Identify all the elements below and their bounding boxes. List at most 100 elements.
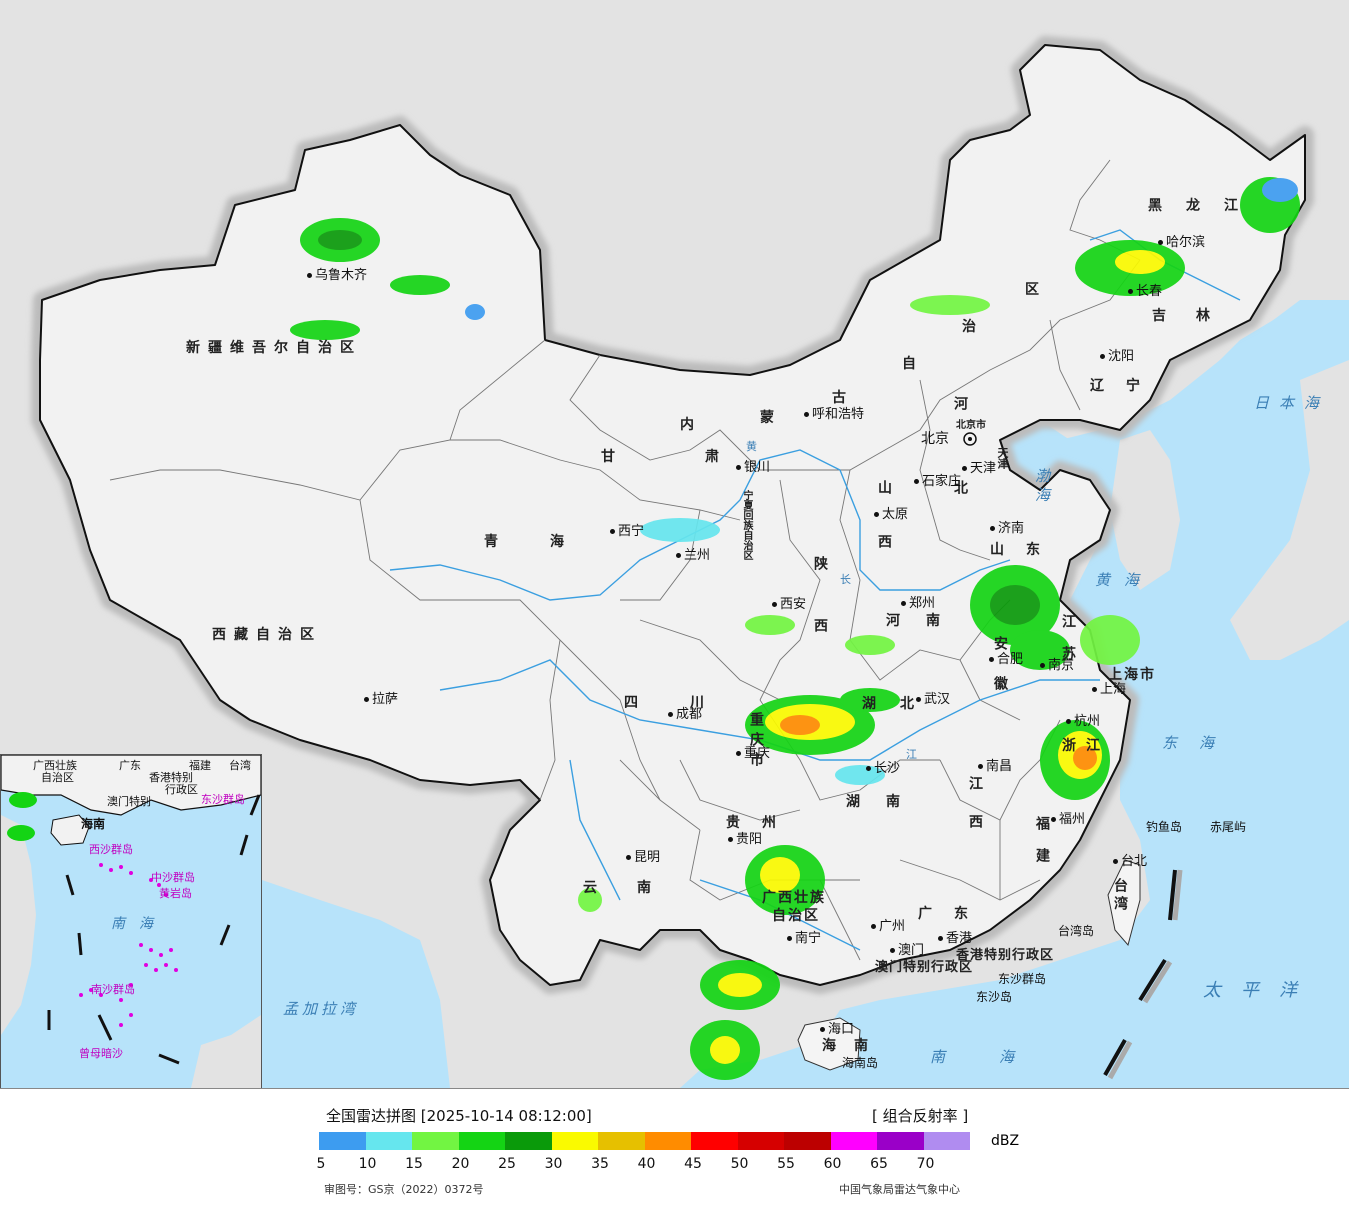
inset-guangdong: 广东 xyxy=(119,759,141,772)
legend-tick: 50 xyxy=(730,1156,749,1172)
legend-tick: 55 xyxy=(777,1156,795,1172)
inset-taiwan: 台湾 xyxy=(229,759,251,772)
sea-label-huanghai: 黄海 xyxy=(1095,571,1154,589)
province-taiwan: 台湾 xyxy=(1112,878,1128,914)
sea-label-japan: 日本海 xyxy=(1254,394,1330,412)
province-gansu: 甘肃 xyxy=(601,449,809,465)
province-neimenggu-6: 区 xyxy=(1025,282,1047,298)
korea-land xyxy=(1110,430,1180,590)
city-nanjing: 南京 xyxy=(1040,659,1074,673)
legend-swatch xyxy=(458,1132,505,1150)
capital-marker xyxy=(963,432,977,446)
province-liaoning: 辽宁 xyxy=(1090,378,1162,394)
city-shanghai: 上海 xyxy=(1092,683,1126,697)
province-qinghai: 青海 xyxy=(484,534,616,550)
island-dongsha-qundao: 东沙群岛 xyxy=(998,972,1047,986)
legend-approval: 审图号：GS京（2022）0372号 xyxy=(324,1183,484,1196)
city-xining: 西宁 xyxy=(610,525,644,539)
city-shijiazhuang: 石家庄 xyxy=(914,475,961,489)
sea-label-pacific: 太平洋 xyxy=(1203,980,1317,1001)
south-china-sea-inset: 广西壮族 自治区 广东 福建 台湾 香港特别 行政区 澳门特别 东沙群岛 海南 … xyxy=(0,754,262,1088)
province-jiangxi: 江西 xyxy=(967,776,983,852)
city-nanchang: 南昌 xyxy=(978,760,1012,774)
city-changchun: 长春 xyxy=(1128,285,1162,299)
province-shanxi: 山西 xyxy=(876,480,892,588)
inset-xisha: 西沙群岛 xyxy=(89,843,133,856)
province-yunnan: 云南 xyxy=(583,880,691,896)
legend-swatch xyxy=(784,1132,831,1150)
radar-map[interactable]: 新疆维吾尔自治区 西藏自治区 青海 甘肃 四川 云南 贵州 广西壮族 自治区 广… xyxy=(0,0,1349,1088)
city-nanning: 南宁 xyxy=(787,932,821,946)
province-guangxi: 广西壮族 xyxy=(762,890,826,906)
city-yinchuan: 银川 xyxy=(736,461,770,475)
city-xian: 西安 xyxy=(772,598,806,612)
sea-label-donghai: 东海 xyxy=(1162,734,1237,752)
city-haikou: 海口 xyxy=(820,1023,854,1037)
inset-nansha: 南沙群岛 xyxy=(91,983,135,996)
city-beijing: 北京 xyxy=(921,431,949,447)
province-xinjiang: 新疆维吾尔自治区 xyxy=(186,340,362,356)
province-neimenggu-5: 治 xyxy=(962,319,984,335)
inset-huangyan: 黄岩岛 xyxy=(159,887,192,900)
province-ningxia: 宁夏回族自治区 xyxy=(741,490,752,560)
province-hubei: 湖北 xyxy=(862,696,938,712)
inset-zengmu: 曾母暗沙 xyxy=(79,1047,123,1060)
city-taipei: 台北 xyxy=(1113,855,1147,869)
city-shenyang: 沈阳 xyxy=(1100,350,1134,364)
province-anhui: 安徽 xyxy=(992,636,1008,716)
inset-hongkong-2: 行政区 xyxy=(165,783,198,796)
legend-tick: 25 xyxy=(498,1156,516,1172)
province-shandong: 山东 xyxy=(990,542,1062,558)
city-lhasa: 拉萨 xyxy=(364,693,398,707)
city-fuzhou: 福州 xyxy=(1051,813,1085,827)
legend-tick: 5 xyxy=(316,1156,326,1172)
city-hohhot: 呼和浩特 xyxy=(804,408,864,422)
city-zhengzhou: 郑州 xyxy=(901,597,935,611)
province-chongqing: 重庆市 xyxy=(748,712,764,772)
legend-swatch xyxy=(923,1132,970,1150)
legend-swatch xyxy=(505,1132,552,1150)
province-hainan: 海南 xyxy=(822,1038,886,1054)
inset-hongkong: 香港特别 xyxy=(149,771,193,784)
city-hefei: 合肥 xyxy=(989,653,1023,667)
legend-swatch xyxy=(877,1132,924,1150)
legend-swatch xyxy=(737,1132,784,1150)
province-neimenggu-2: 蒙 xyxy=(760,410,782,426)
radar-echoes xyxy=(290,177,1300,1080)
province-macau: 澳门特别行政区 xyxy=(875,960,974,975)
inset-dongsha: 东沙群岛 xyxy=(201,793,245,806)
legend-title: 全国雷达拼图 [2025-10-14 08:12:00] xyxy=(326,1107,592,1125)
legend-swatch xyxy=(830,1132,877,1150)
legend-tick: 45 xyxy=(684,1156,702,1172)
legend-tick: 65 xyxy=(870,1156,888,1172)
island-taiwan: 台湾岛 xyxy=(1058,924,1095,938)
province-henan: 河南 xyxy=(886,613,966,629)
city-urumqi: 乌鲁木齐 xyxy=(307,269,367,283)
city-harbin: 哈尔滨 xyxy=(1158,236,1205,250)
legend-tick: 15 xyxy=(405,1156,423,1172)
city-wuhan: 武汉 xyxy=(916,693,950,707)
city-kunming: 昆明 xyxy=(626,851,660,865)
legend-tick: 70 xyxy=(916,1156,935,1172)
city-guangzhou: 广州 xyxy=(871,920,905,934)
japan-land xyxy=(1230,360,1349,660)
city-chengdu: 成都 xyxy=(668,708,702,722)
sea-bengal xyxy=(262,880,450,1088)
province-heilongjiang: 黑龙江 xyxy=(1148,198,1262,214)
province-guangxi-2: 自治区 xyxy=(772,908,820,924)
province-neimenggu-4: 自 xyxy=(902,356,924,372)
legend-source: 中国气象局雷达气象中心 xyxy=(839,1183,960,1196)
river-label-jiang: 江 xyxy=(906,748,917,761)
province-hunan: 湖南 xyxy=(846,794,926,810)
legend-tick: 30 xyxy=(544,1156,563,1172)
province-guizhou: 贵州 xyxy=(726,815,798,831)
city-lanzhou: 兰州 xyxy=(676,549,710,563)
legend-swatch xyxy=(598,1132,645,1150)
river-label-chang: 长 xyxy=(840,573,851,586)
province-guangdong: 广东 xyxy=(918,906,990,922)
legend-tick: 20 xyxy=(451,1156,470,1172)
province-hongkong: 香港特别行政区 xyxy=(956,948,1055,963)
inset-guangxi-2: 自治区 xyxy=(41,771,74,784)
island-chiwei: 赤尾屿 xyxy=(1210,820,1247,834)
inset-canvas xyxy=(1,755,261,1088)
